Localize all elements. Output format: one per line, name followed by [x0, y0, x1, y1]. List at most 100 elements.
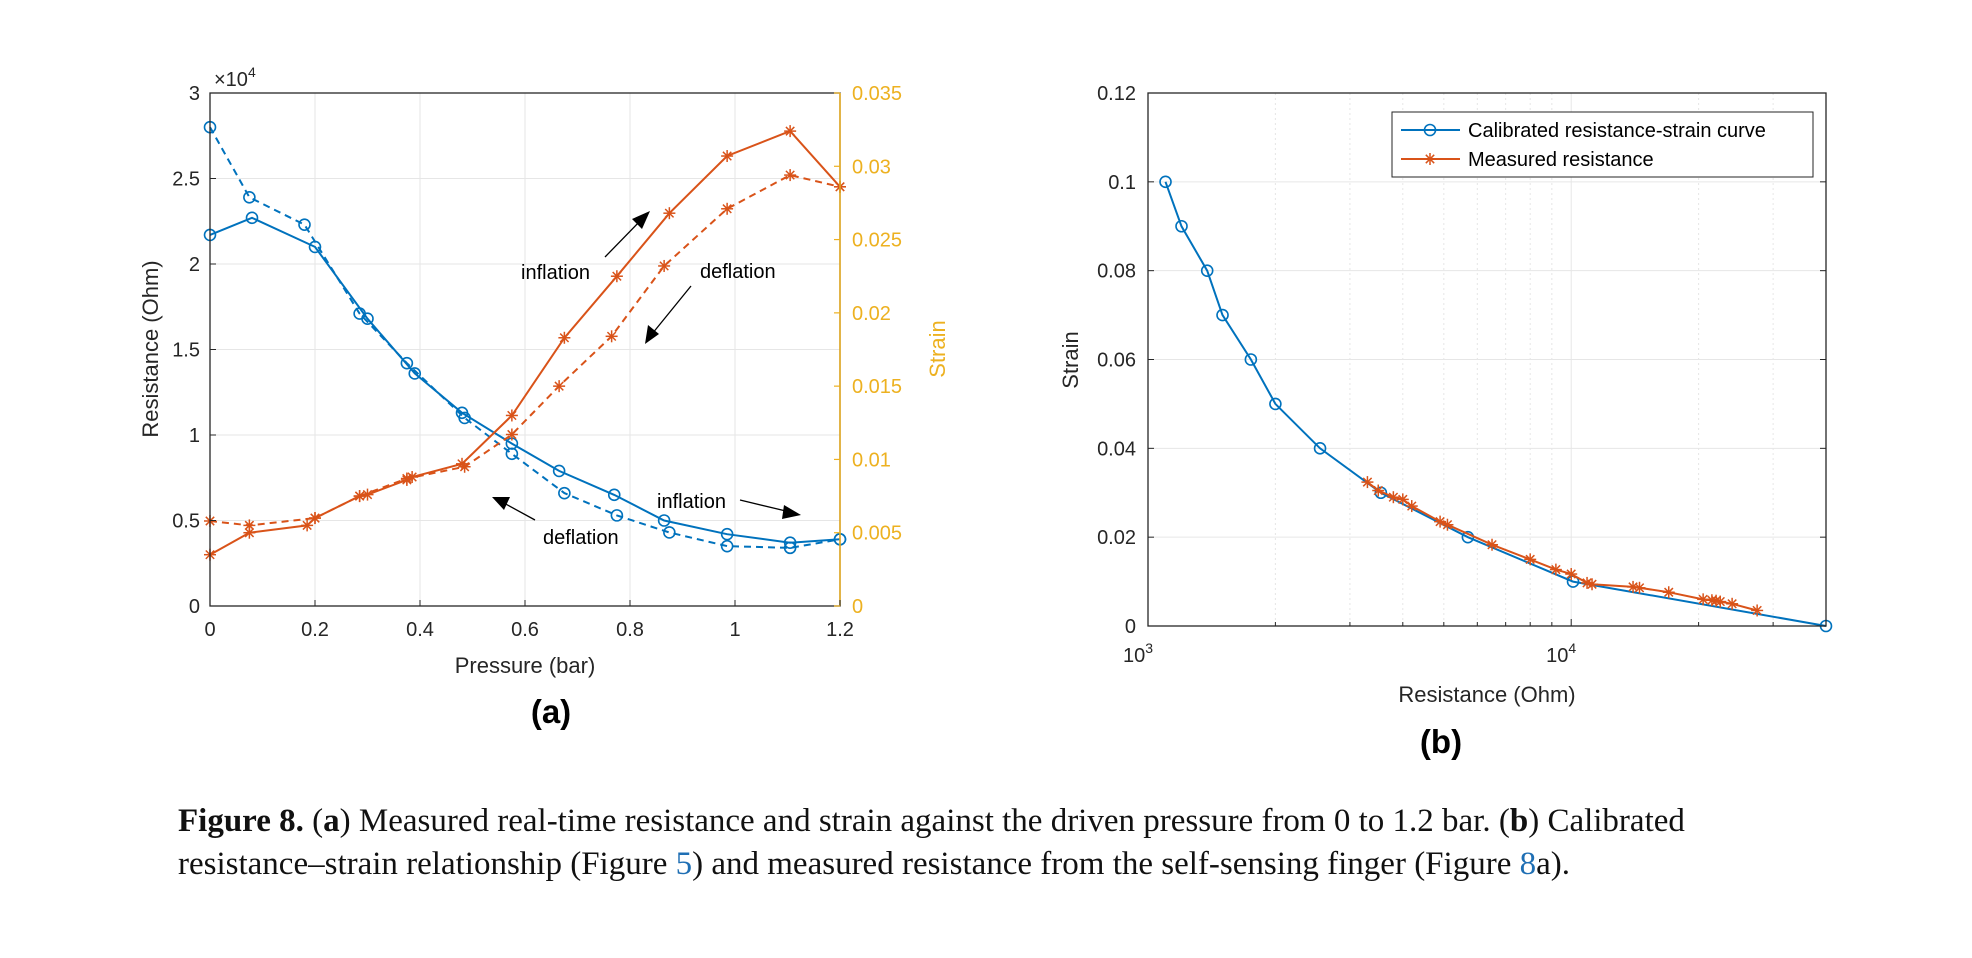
data-point-a-3 — [400, 472, 413, 485]
caption-part-a-text: ) Measured real-time resistance and stra… — [339, 803, 1491, 839]
caption-figure-label: Figure 8. — [178, 803, 304, 839]
data-point-b-0 — [1200, 264, 1214, 277]
data-point-b-1 — [1396, 493, 1409, 506]
y-tick-label-left: 0.5 — [172, 511, 200, 533]
y-tick-label-right: 0.025 — [852, 230, 902, 252]
data-point-a-0 — [607, 488, 621, 502]
y-tick-label-left: 1.5 — [172, 340, 200, 362]
data-point-b-1 — [1697, 593, 1710, 606]
data-point-a-3 — [553, 380, 566, 393]
y-tick-label: 0.04 — [1097, 438, 1136, 460]
x-tick-label: 1.2 — [826, 619, 854, 641]
data-point-a-3 — [309, 512, 321, 525]
y-tick-label-left: 2.5 — [172, 169, 200, 191]
arrowhead-deflation-lower — [492, 497, 510, 510]
data-point-a-0 — [245, 211, 259, 225]
data-point-b-0 — [1216, 308, 1229, 322]
data-point-b-0 — [1244, 353, 1258, 366]
arrowhead-inflation-lower — [782, 505, 801, 519]
data-point-b-0 — [1159, 175, 1172, 189]
data-point-a-1 — [663, 526, 676, 539]
data-point-a-3 — [605, 330, 618, 343]
data-point-a-1 — [505, 447, 519, 461]
y-tick-label: 0.1 — [1108, 172, 1136, 194]
data-point-a-1 — [783, 541, 797, 555]
data-point-b-1 — [1486, 538, 1499, 551]
data-point-a-1 — [558, 486, 571, 500]
annotation-inflation-upper: inflation — [521, 262, 590, 284]
data-point-b-1 — [1751, 604, 1764, 617]
data-point-a-1 — [720, 539, 734, 553]
data-point-a-0 — [783, 536, 797, 550]
ticks-a: 0 0.2 0.4 0.6 0.8 1 1.200.511.522.5300.0050.01… — [172, 83, 902, 641]
legend-box — [1391, 111, 1814, 178]
caption-part-a-open: ( — [312, 803, 324, 839]
y-tick-label-left: 2 — [189, 254, 200, 276]
data-point-a-2 — [301, 519, 314, 532]
data-point-b-1 — [1441, 518, 1454, 531]
x-axis-label-a: Pressure (bar) — [455, 653, 596, 678]
data-point-b-1 — [1387, 491, 1400, 504]
caption-part-b-text-1: ) Calibrated resistance–strain relations… — [178, 803, 1685, 882]
figure-canvas: 0 0.2 0.4 0.6 0.8 1 1.200.511.522.5300.0050.01… — [138, 64, 1833, 760]
annotation-inflation-lower: inflation — [657, 491, 726, 513]
data-point-a-2 — [784, 125, 797, 138]
caption-part-b-letter: b — [1509, 803, 1529, 839]
y-axis-label-b: Strain — [1058, 331, 1083, 388]
data-point-a-1 — [298, 218, 311, 231]
data-point-a-3 — [721, 202, 734, 215]
data-point-b-1 — [1405, 500, 1418, 513]
data-point-a-3 — [505, 428, 518, 441]
data-point-b-1 — [1714, 595, 1727, 608]
panel-label-a: (a) — [531, 693, 571, 730]
ticks-b: 103 104 0 0.02 0.04 0.06 0.08 0.1 0.12 — [1097, 83, 1826, 667]
data-point-b-0 — [1175, 219, 1188, 233]
y-tick-label-right: 0.02 — [852, 303, 891, 325]
annotation-arrow-inflation-lower — [739, 499, 791, 513]
data-point-a-2 — [721, 150, 734, 163]
data-point-a-2 — [505, 409, 518, 422]
data-point-b-1 — [1524, 553, 1537, 566]
data-point-a-3 — [243, 519, 256, 532]
legend-label-1: Measured resistance — [1468, 149, 1654, 171]
y-tick-label-left: 0 — [189, 596, 200, 618]
data-point-a-1 — [243, 191, 256, 204]
x-axis-label-b: Resistance (Ohm) — [1398, 682, 1575, 707]
annotation-deflation-lower: deflation — [543, 527, 619, 549]
data-point-b-1 — [1372, 484, 1385, 497]
y-tick-label: 0.12 — [1097, 83, 1136, 105]
caption-link-figure-5[interactable]: 5 — [675, 846, 693, 882]
data-point-b-1 — [1361, 476, 1374, 489]
x-tick-label: 1 — [729, 619, 740, 641]
y-tick-label-right: 0 — [852, 596, 863, 618]
data-point-b-1 — [1662, 586, 1675, 599]
data-point-a-3 — [658, 259, 671, 272]
y-tick-label-right: 0.03 — [852, 156, 891, 178]
data-point-a-2 — [663, 207, 676, 220]
annotation-arrow-deflation-lower — [501, 501, 536, 521]
data-point-a-1 — [610, 509, 624, 522]
chart-panel-a: 0 0.2 0.4 0.6 0.8 1 1.200.511.522.5300.0050.01… — [138, 64, 950, 730]
arrowhead-deflation-upper — [645, 325, 659, 344]
x-tick-label: 0.6 — [511, 619, 539, 641]
annotation-arrow-deflation-upper — [651, 285, 692, 335]
data-point-a-3 — [458, 460, 471, 473]
y-tick-label-right: 0.01 — [852, 449, 891, 471]
data-point-a-0 — [720, 527, 734, 541]
x-axis-multiplier-a: ×104 — [214, 64, 256, 91]
annotation-arrow-inflation-upper — [604, 217, 644, 258]
caption-part-b-text-2: ) and measured resistance from the self-… — [692, 846, 1520, 882]
caption-link-figure-8[interactable]: 8 — [1519, 846, 1537, 882]
legend-b: Calibrated resistance-strain curve Measur… — [1391, 111, 1814, 178]
data-point-a-0 — [552, 464, 566, 478]
y-tick-label: 0.02 — [1097, 527, 1136, 549]
data-point-b-1 — [1726, 597, 1739, 610]
data-point-a-2 — [243, 526, 256, 539]
y-axis-label-right-a: Strain — [925, 320, 950, 377]
data-point-b-0 — [1269, 397, 1282, 411]
data-point-a-0 — [657, 514, 671, 527]
data-point-b-1 — [1586, 578, 1599, 591]
panel-label-b: (b) — [1420, 723, 1462, 760]
data-point-a-0 — [408, 367, 422, 380]
y-axis-label-left-a: Resistance (Ohm) — [138, 260, 163, 437]
